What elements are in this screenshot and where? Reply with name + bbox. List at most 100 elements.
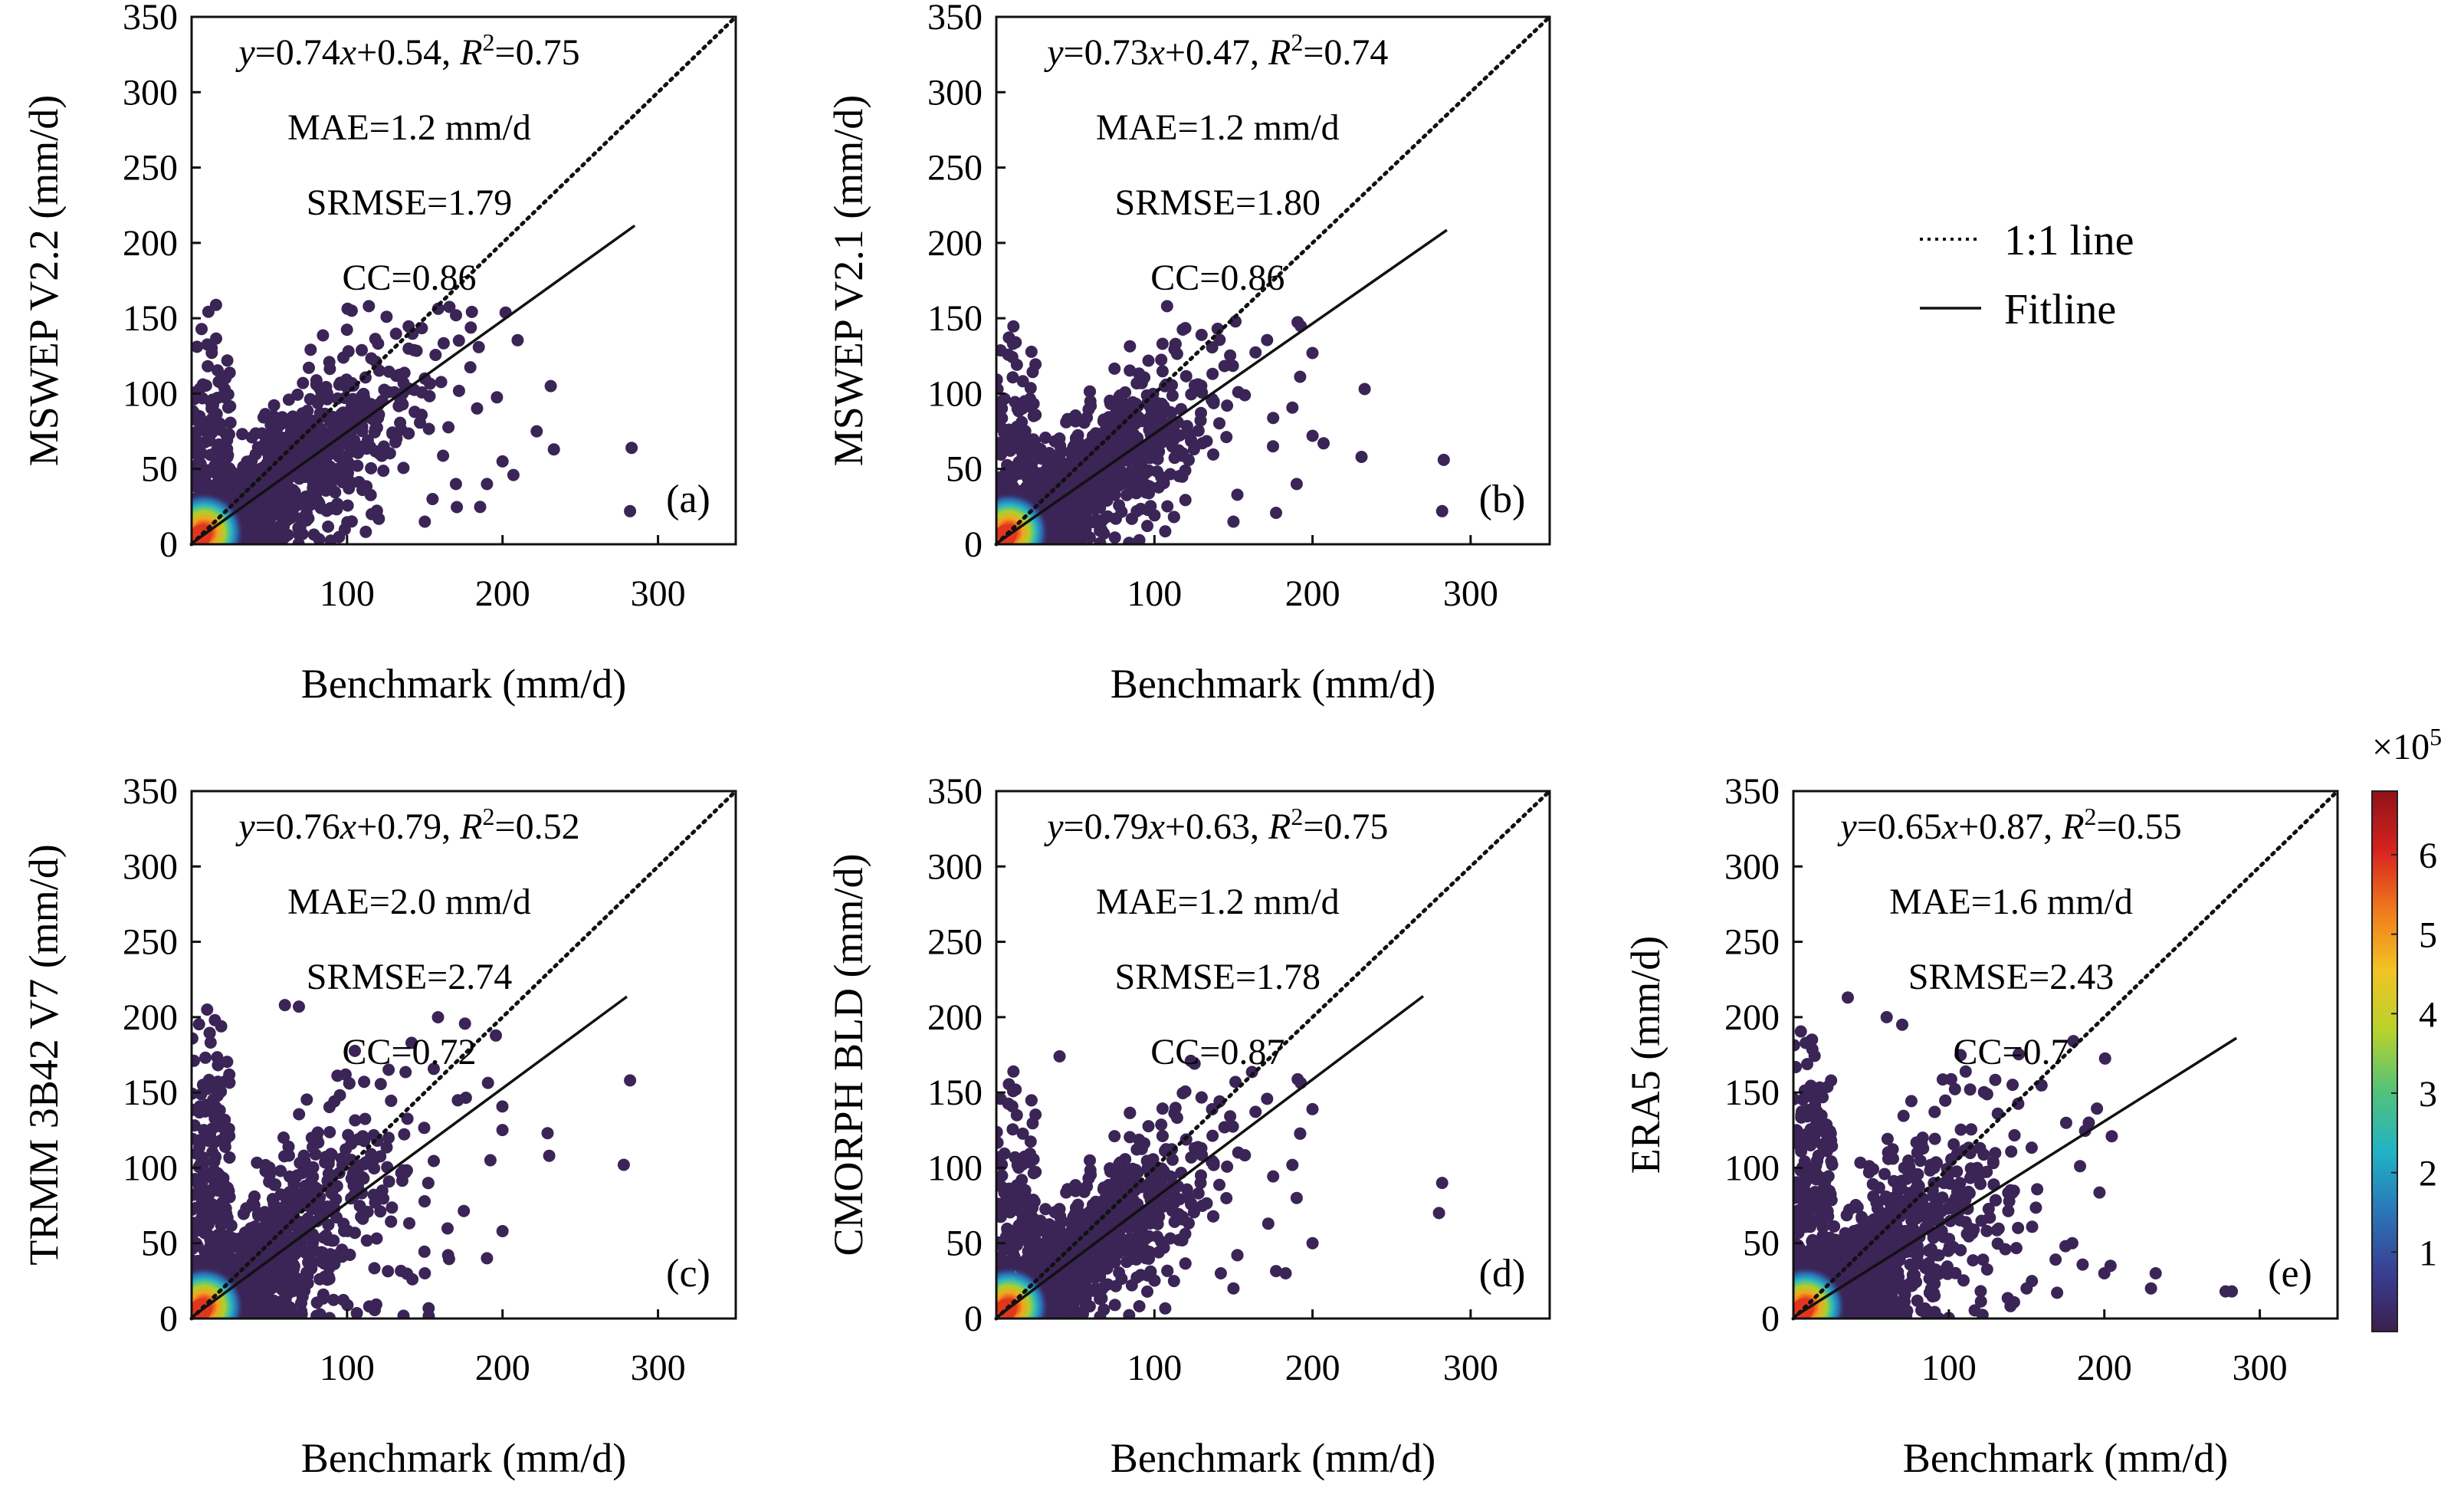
data-point	[342, 1128, 355, 1141]
data-point	[335, 1152, 348, 1165]
data-point	[304, 343, 317, 356]
data-point	[1114, 399, 1127, 412]
data-point	[435, 376, 448, 389]
data-point	[197, 473, 209, 486]
data-point	[358, 1076, 371, 1089]
data-point	[219, 371, 231, 384]
data-point	[481, 1076, 494, 1089]
y-tick-label: 300	[123, 72, 178, 113]
data-point	[295, 1305, 308, 1318]
x-tick-label: 200	[475, 573, 530, 614]
data-point	[415, 409, 428, 422]
data-point	[330, 1180, 343, 1193]
data-point	[237, 1207, 250, 1220]
data-point	[192, 1201, 203, 1214]
data-point	[202, 1078, 215, 1091]
data-point	[281, 1309, 294, 1319]
data-point	[380, 310, 393, 323]
data-point	[267, 409, 280, 422]
data-point	[195, 1088, 208, 1101]
data-point	[221, 442, 234, 455]
data-point	[405, 1036, 418, 1049]
data-point	[258, 497, 271, 509]
data-point	[198, 1105, 212, 1118]
data-point	[192, 1032, 198, 1045]
data-point	[366, 507, 378, 521]
data-point	[1081, 483, 1093, 496]
data-point	[245, 454, 258, 467]
data-point	[1129, 418, 1142, 430]
y-tick-label: 0	[159, 1299, 178, 1339]
outlier-point	[1267, 440, 1279, 453]
data-point	[410, 344, 423, 357]
data-point	[301, 1269, 314, 1282]
data-point	[1084, 399, 1097, 412]
data-point	[1176, 470, 1189, 483]
data-point	[292, 537, 305, 544]
x-tick-label: 100	[1127, 573, 1182, 614]
data-point	[511, 333, 524, 346]
mae-text: MAE=1.2 mm/d	[1096, 107, 1340, 148]
y-tick-label: 50	[946, 449, 983, 490]
data-point	[1130, 432, 1143, 445]
data-point	[1124, 340, 1137, 353]
data-point	[264, 535, 277, 544]
data-point	[377, 440, 390, 453]
data-point	[452, 334, 465, 347]
data-point	[1124, 465, 1137, 478]
data-point	[277, 1131, 290, 1144]
data-point	[1156, 365, 1169, 378]
equation-part: =0.74	[255, 32, 340, 73]
data-point	[223, 1076, 236, 1089]
outlier-point	[507, 468, 520, 481]
data-point	[1232, 386, 1245, 399]
data-point	[452, 384, 465, 397]
data-point	[212, 1119, 225, 1132]
data-point	[202, 305, 215, 318]
data-point	[307, 438, 320, 452]
data-point	[1039, 432, 1052, 444]
data-point	[996, 447, 1005, 460]
data-point	[1048, 458, 1061, 471]
y-tick-label: 350	[123, 771, 178, 812]
data-point	[1213, 333, 1226, 346]
y-tick-label: 250	[927, 148, 983, 189]
data-point	[213, 1233, 226, 1246]
data-point	[1109, 512, 1122, 525]
data-point	[385, 1215, 398, 1228]
data-point	[1025, 461, 1038, 475]
x-tick-label: 300	[1443, 573, 1498, 614]
data-point	[316, 1248, 329, 1261]
y-tick-label: 200	[123, 997, 178, 1038]
data-point	[1200, 435, 1213, 448]
data-point	[294, 448, 307, 461]
outlier-point	[496, 1225, 509, 1237]
equation-part: =0.76	[255, 806, 340, 847]
panel-tag: (a)	[666, 478, 710, 521]
outlier-point	[1227, 515, 1240, 528]
data-point	[1060, 415, 1073, 429]
data-point	[282, 1149, 295, 1162]
data-point	[1048, 435, 1061, 448]
data-point	[313, 1308, 326, 1319]
data-point	[297, 376, 310, 389]
data-point	[323, 1125, 336, 1138]
data-point	[1071, 501, 1084, 514]
data-point	[996, 373, 1003, 386]
y-tick-label: 200	[123, 223, 178, 264]
data-point	[1179, 494, 1192, 507]
y-tick-label: 150	[927, 298, 983, 339]
data-point	[328, 1095, 341, 1108]
data-point	[286, 1269, 299, 1282]
data-point	[1002, 477, 1015, 490]
data-point	[437, 449, 450, 462]
data-point	[251, 441, 264, 454]
data-point	[269, 424, 282, 437]
cc-text: CC=0.86	[342, 258, 476, 298]
y-tick-label: 250	[123, 922, 178, 963]
outlier-point	[1317, 437, 1330, 450]
data-point	[367, 1153, 380, 1166]
y-tick-label: 250	[123, 148, 178, 189]
point-cloud	[996, 1050, 1449, 1319]
